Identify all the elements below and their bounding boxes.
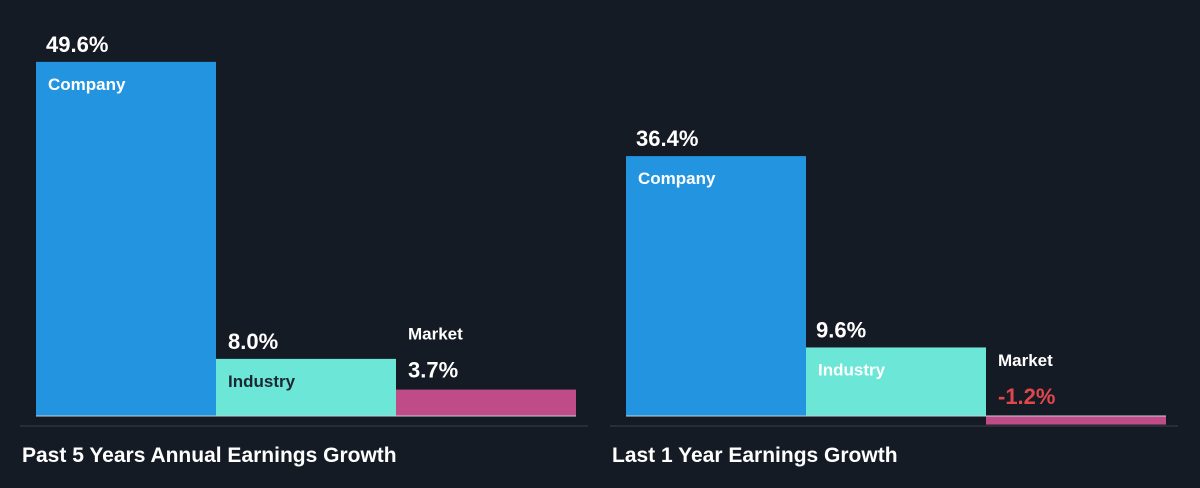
bar-industry [806,347,986,416]
chart-svg: 49.6% Company 8.0% Industry Market 3.7% [20,32,588,427]
category-label: Market [408,325,463,344]
chart-svg: 36.4% Company 9.6% Industry Market -1.2% [610,126,1178,427]
value-label: 3.7% [408,358,458,383]
chart-title: Past 5 Years Annual Earnings Growth [22,444,397,467]
category-label: Market [998,351,1053,370]
category-label: Industry [228,372,296,391]
bar-company [626,156,806,416]
value-label: 49.6% [46,32,108,57]
bar-market [986,416,1166,425]
bar-market [396,389,576,416]
category-label: Company [48,75,126,94]
value-label: -1.2% [998,384,1055,409]
value-label: 36.4% [636,126,698,151]
category-label: Company [638,169,716,188]
bar-industry [216,358,396,416]
chart-past-5-years: 49.6% Company 8.0% Industry Market 3.7% Past … [20,32,588,467]
value-label: 8.0% [228,329,278,354]
category-label: Industry [818,360,886,379]
chart-last-1-year: 36.4% Company 9.6% Industry Market -1.2% Last… [590,0,1200,488]
value-label: 9.6% [816,317,866,342]
bar-company [36,61,216,417]
chart-title: Last 1 Year Earnings Growth [612,444,898,467]
